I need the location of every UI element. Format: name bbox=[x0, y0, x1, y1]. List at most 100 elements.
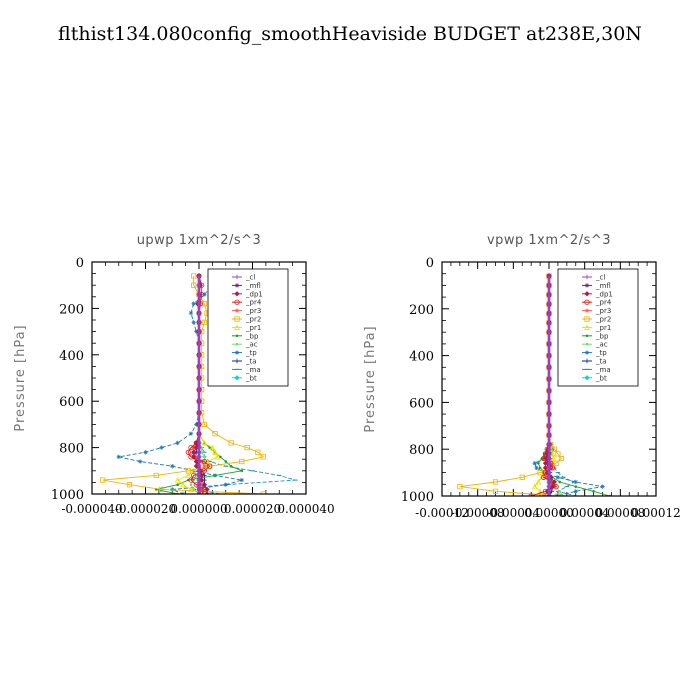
series-point-tp bbox=[188, 310, 194, 316]
series-point-dp1 bbox=[191, 454, 197, 460]
series-point-cl bbox=[196, 482, 202, 487]
series-point-pr2 bbox=[201, 421, 207, 428]
series-point-bp bbox=[537, 461, 540, 465]
y-tick-label: 600 bbox=[59, 395, 84, 410]
series-point-cl bbox=[196, 431, 202, 436]
series-point-tp bbox=[532, 461, 537, 466]
series-point-cl bbox=[546, 470, 552, 475]
series-point-pr3 bbox=[544, 475, 549, 480]
legend-marker bbox=[234, 316, 240, 322]
legend-label: _dp1 bbox=[245, 290, 263, 298]
series-point-pr2 bbox=[537, 469, 543, 476]
series-point-cl bbox=[196, 341, 202, 346]
legend-label: _bp bbox=[595, 332, 609, 340]
series-line-ma bbox=[193, 275, 296, 494]
series-point-tp bbox=[175, 440, 180, 446]
legend-label: _ac bbox=[595, 341, 608, 349]
series-point-tp bbox=[159, 445, 164, 450]
series-point-pr2 bbox=[201, 319, 207, 325]
y-tick-label: 400 bbox=[59, 349, 84, 364]
legend-marker bbox=[584, 324, 590, 330]
series-point-pr2 bbox=[553, 460, 559, 466]
legend-label: _pr3 bbox=[595, 307, 611, 315]
series-point-pr1 bbox=[539, 474, 545, 480]
series-point-pr4 bbox=[188, 444, 194, 451]
series-point-cl bbox=[196, 375, 202, 381]
series-point-cl bbox=[196, 445, 202, 450]
legend-marker bbox=[234, 308, 240, 313]
series-point-cl bbox=[546, 320, 552, 326]
x-tick-label: 0.000020 bbox=[224, 502, 281, 516]
x-tick-label: 0.00000 bbox=[524, 506, 574, 520]
series-point-cl bbox=[196, 364, 202, 369]
legend-marker bbox=[584, 274, 590, 280]
legend-marker bbox=[584, 283, 590, 288]
series-point-pr1 bbox=[549, 450, 556, 457]
series-point-cl bbox=[196, 301, 202, 306]
series-point-tp bbox=[541, 470, 546, 475]
x-tick-label: -0.000020 bbox=[115, 502, 176, 516]
series-point-tp bbox=[239, 477, 244, 483]
series-point-cl bbox=[196, 399, 202, 404]
series-point-tp bbox=[202, 292, 207, 297]
series-point-ac bbox=[200, 450, 203, 454]
series-point-pr2 bbox=[551, 446, 557, 452]
series-point-pr2 bbox=[158, 486, 165, 492]
series-point-tp bbox=[573, 489, 578, 494]
series-point-cl bbox=[546, 283, 552, 288]
series-point-tp bbox=[143, 450, 148, 455]
legend-label: _tp bbox=[595, 349, 607, 357]
series-point-cl bbox=[546, 330, 552, 335]
series-point-cl bbox=[546, 423, 552, 428]
legend-marker bbox=[584, 316, 590, 322]
series-point-tp bbox=[116, 454, 121, 460]
series-point-cl bbox=[196, 387, 202, 392]
series-point-pr3 bbox=[191, 445, 196, 450]
series-point-pr1 bbox=[550, 455, 557, 462]
series-point-pr3 bbox=[199, 482, 204, 487]
series-point-pr3 bbox=[549, 465, 554, 471]
series-group bbox=[100, 272, 298, 494]
legend-label: _pr1 bbox=[245, 324, 261, 332]
series-point-cl bbox=[546, 447, 552, 452]
series-point-cl bbox=[196, 410, 202, 415]
panel-title: vpwp 1xm^2/s^3 bbox=[487, 233, 611, 248]
y-axis-label: Pressure [hPa] bbox=[363, 325, 378, 432]
series-point-pr2 bbox=[191, 273, 197, 279]
series-point-pr1 bbox=[188, 486, 194, 492]
series-point-cl bbox=[546, 493, 552, 496]
series-point-cl bbox=[546, 479, 552, 485]
series-point-pr2 bbox=[457, 484, 463, 490]
series-point-pr1 bbox=[209, 444, 216, 451]
series-point-cl bbox=[546, 388, 552, 393]
series-point-bp bbox=[558, 480, 561, 484]
series-point-tp bbox=[550, 447, 555, 452]
series-point-pr2 bbox=[244, 444, 250, 451]
series-point-pr1 bbox=[212, 449, 218, 455]
series-point-cl bbox=[546, 273, 552, 279]
series-point-pr2 bbox=[255, 449, 261, 455]
series-point-bp bbox=[224, 460, 228, 463]
series-point-tp bbox=[223, 482, 228, 487]
legend-label: _mfl bbox=[245, 282, 261, 290]
series-point-cl bbox=[546, 365, 552, 370]
chart-panel-2: vpwp 1xm^2/s^3 Pressure [hPa] 0 200 400 600 80… bbox=[363, 233, 681, 520]
series-point-cl bbox=[546, 341, 552, 347]
series-point-cl bbox=[546, 353, 552, 358]
figure-title: flthist134.080config_smoothHeaviside BUD… bbox=[58, 23, 642, 45]
chart-panel-1: upwp 1xm^2/s^3 Pressure [hPa] 0 200 400 600 80… bbox=[13, 233, 335, 516]
series-point-pr3 bbox=[199, 459, 204, 464]
x-tick-label: -0.00008 bbox=[451, 506, 505, 520]
series-point-pr2 bbox=[558, 455, 565, 462]
series-point-tp bbox=[534, 465, 539, 471]
legend-label: _bp bbox=[245, 332, 259, 340]
series-point-pr2 bbox=[228, 440, 234, 446]
series-point-pr2 bbox=[239, 458, 245, 465]
series-point-pr2 bbox=[153, 472, 159, 479]
series-point-pr3 bbox=[202, 463, 207, 469]
legend-marker bbox=[234, 375, 240, 381]
legend-marker bbox=[234, 283, 240, 288]
legend-label: _mfl bbox=[595, 282, 611, 290]
series-point-pr1 bbox=[180, 481, 186, 488]
plot-frame bbox=[91, 261, 307, 495]
